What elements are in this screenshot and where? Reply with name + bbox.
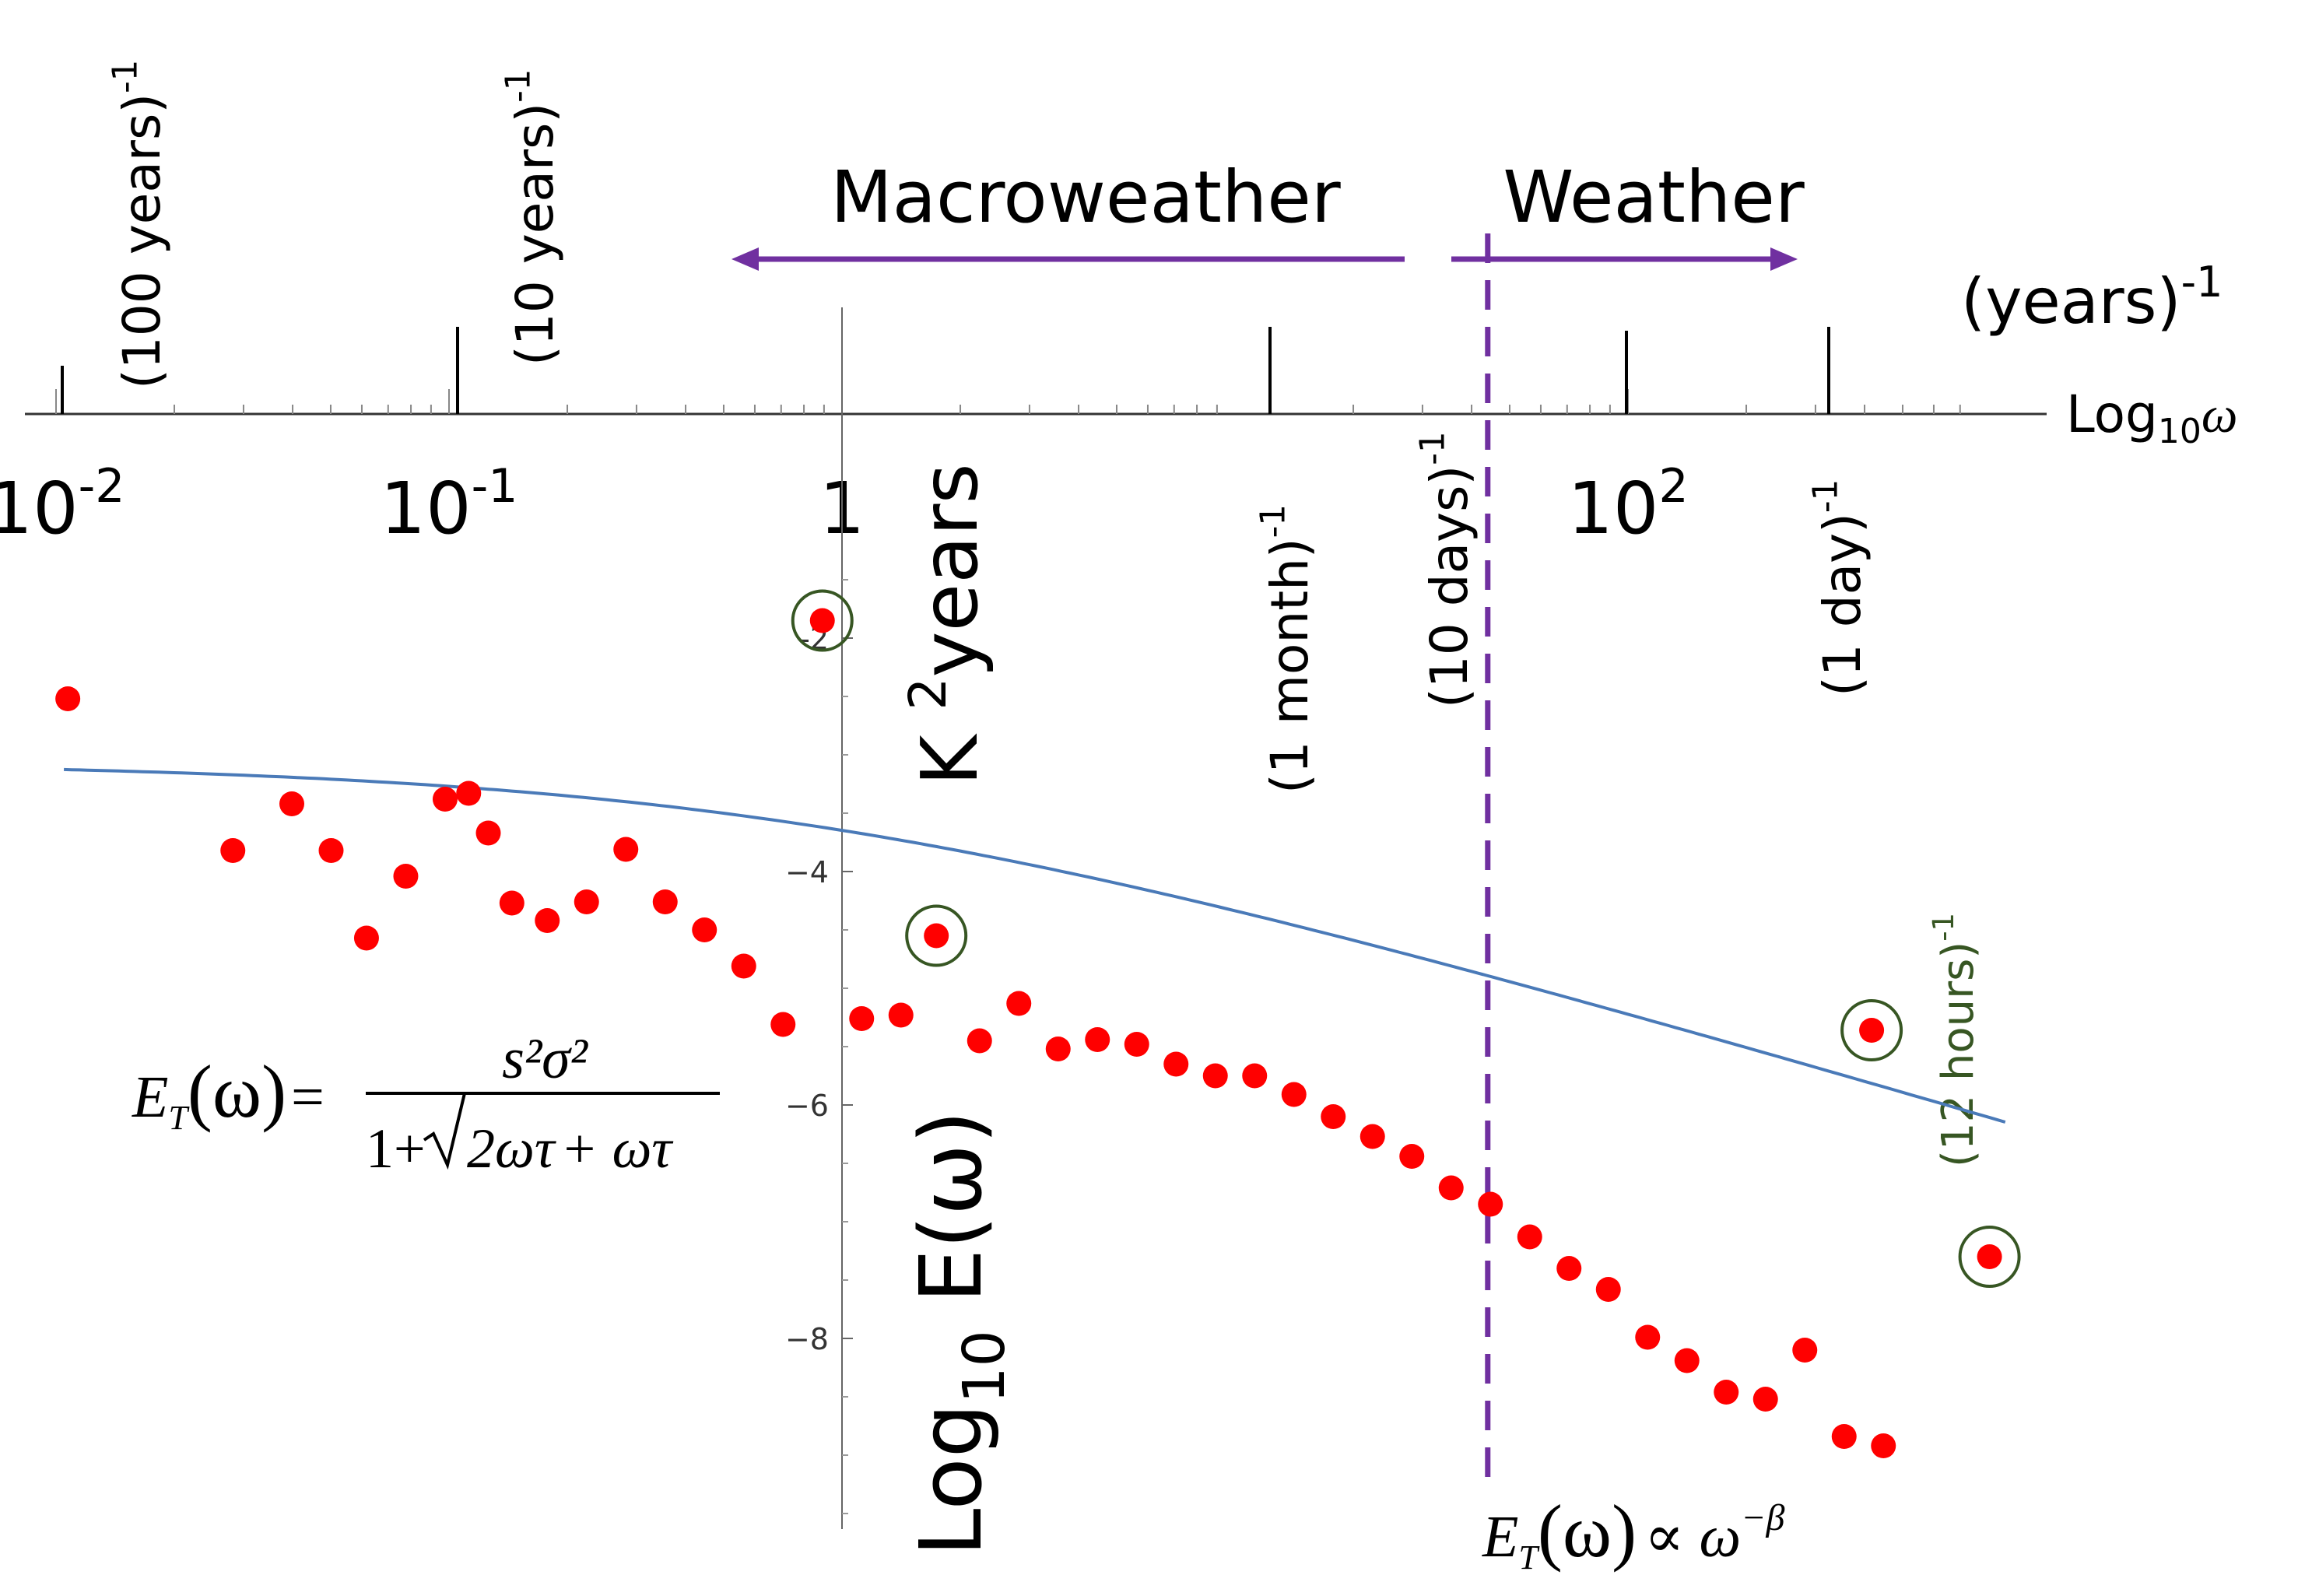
data-point [535, 908, 560, 933]
data-point-circled [1977, 1244, 2002, 1269]
x-axis-unit: (years)-1 [1961, 258, 2223, 338]
data-point [613, 837, 639, 862]
data-point [279, 791, 304, 816]
data-point [652, 889, 678, 914]
weather-label: Weather [1503, 156, 1805, 239]
data-point [1045, 1037, 1071, 1061]
data-point [1556, 1256, 1582, 1281]
period-label: (10 years)-1 [499, 68, 565, 366]
data-point [499, 890, 525, 916]
x-tick-label: 10-2 [0, 459, 125, 550]
period-label: (1 day)-1 [1806, 479, 1872, 696]
y-axis-label: Log10 E(ω) [901, 1110, 1018, 1556]
data-point [1399, 1144, 1425, 1169]
x-tick-label: 10-1 [381, 459, 518, 550]
data-point [432, 787, 458, 812]
data-point [1752, 1387, 1778, 1412]
svg-text:+ ωτ: + ωτ [560, 1117, 673, 1180]
power-law-formula: ET(ω) ∝ ω−β [1482, 1489, 1785, 1577]
weather-arrow [1451, 247, 1798, 271]
data-point [1438, 1175, 1464, 1201]
model-formula: ET(ω)= s²σ² 1+ 2ωτ + ωτ [132, 1027, 720, 1180]
x-axis-label: Log10ω [2066, 384, 2238, 451]
data-point [1831, 1424, 1857, 1449]
svg-text:2ωτ: 2ωτ [467, 1117, 556, 1180]
y-tick-label: −4 [785, 855, 829, 889]
data-point [456, 780, 482, 806]
x-major-ticks: 10-2 10-1 1 102 [0, 389, 1689, 550]
data-point [318, 838, 344, 863]
data-point [1478, 1191, 1503, 1217]
data-point [1321, 1104, 1346, 1129]
svg-text:ET(ω)∝ ω−β: ET(ω) ∝ ω−β [1482, 1489, 1785, 1577]
data-point [1281, 1082, 1307, 1107]
data-point [220, 838, 246, 863]
period-label: (12 hours)-1 [1927, 913, 1984, 1167]
data-point [574, 889, 599, 914]
data-point [1714, 1380, 1739, 1405]
y-tick-label: −8 [785, 1322, 829, 1356]
data-point [55, 686, 81, 711]
highlight-ring [905, 904, 968, 967]
data-point [1085, 1027, 1110, 1052]
highlight-ring [1958, 1226, 2021, 1288]
macroweather-arrow [732, 247, 1405, 271]
data-point [1006, 991, 1032, 1016]
y-axis-unit: K 2years [898, 463, 995, 786]
data-point [1202, 1063, 1228, 1089]
data-point [731, 953, 756, 979]
y-tick-label: −6 [785, 1089, 829, 1123]
x-tick-label: 102 [1567, 459, 1688, 550]
data-point [967, 1028, 992, 1054]
data-point [1595, 1277, 1621, 1302]
data-point [1792, 1338, 1818, 1363]
data-point [393, 864, 419, 889]
data-point [1124, 1032, 1149, 1057]
data-point-circled [1859, 1018, 1885, 1043]
data-point [1871, 1433, 1896, 1458]
data-point [475, 820, 501, 846]
macroweather-label: Macroweather [830, 156, 1341, 239]
data-point-circled [924, 923, 949, 949]
data-point [1360, 1124, 1385, 1149]
model-fit-curve [64, 767, 2006, 1124]
period-label: (100 years)-1 [106, 59, 172, 389]
data-point [849, 1006, 875, 1031]
data-point [1674, 1348, 1700, 1373]
data-point [692, 917, 717, 942]
data-point [1242, 1063, 1268, 1089]
data-point-circled [809, 608, 835, 633]
data-point [1635, 1324, 1661, 1350]
circled-points [791, 589, 2021, 1288]
x-minor-ticks [174, 405, 1961, 414]
data-point [1517, 1224, 1542, 1250]
data-point [1163, 1051, 1189, 1077]
period-labels: (100 years)-1 (10 years)-1 (1 month)-1 (10 … [61, 59, 1984, 1167]
svg-text:1+: 1+ [366, 1117, 426, 1180]
data-points [55, 686, 1896, 1458]
highlight-ring [1840, 999, 1903, 1061]
highlight-ring [791, 589, 854, 652]
svg-text:ET(ω)=: ET(ω)= [132, 1050, 325, 1137]
data-point [353, 925, 379, 951]
svg-text:s²σ²: s²σ² [502, 1027, 588, 1091]
period-label: (1 month)-1 [1254, 504, 1320, 794]
data-point [888, 1002, 914, 1028]
period-label: (10 days)-1 [1413, 431, 1479, 708]
data-point [770, 1012, 796, 1037]
